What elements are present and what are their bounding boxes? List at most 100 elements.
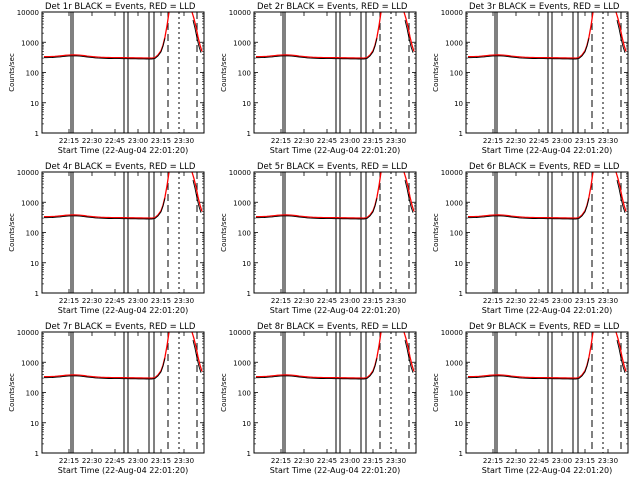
events-series-line (44, 198, 166, 220)
x-tick-label: 22:30 (82, 297, 102, 305)
chart-title: Det 6r BLACK = Events, RED = LLD (469, 162, 620, 172)
x-tick-label: 22:30 (506, 137, 526, 145)
x-tick-label: 23:30 (174, 137, 194, 145)
y-tick-label: 1 (459, 130, 463, 138)
x-tick-label: 22:30 (82, 457, 102, 465)
y-tick-label: 10 (454, 420, 463, 428)
y-tick-label: 10000 (229, 169, 251, 177)
lld-series-line (44, 332, 170, 379)
x-axis-label: Start Time (22-Aug-04 22:01:20) (482, 466, 613, 475)
x-tick-label: 22:15 (271, 457, 291, 465)
y-tick-label: 100 (238, 70, 251, 78)
y-tick-label: 1 (247, 450, 251, 458)
lld-series-line (468, 12, 594, 59)
events-series-decay (192, 19, 202, 53)
y-tick-label: 10 (242, 420, 251, 428)
events-series-decay (404, 179, 414, 213)
x-tick-label: 23:15 (363, 297, 383, 305)
y-tick-label: 100 (450, 230, 463, 238)
lld-series-decay (403, 11, 415, 52)
x-tick-label: 23:15 (575, 137, 595, 145)
x-tick-label: 23:30 (386, 137, 406, 145)
x-tick-label: 23:15 (151, 297, 171, 305)
chart-panel-3: Det 3r BLACK = Events, RED = LLD Counts/s… (432, 2, 629, 155)
lld-series-line (44, 12, 170, 59)
plot-frame (465, 331, 629, 454)
y-tick-label: 1 (247, 290, 251, 298)
y-tick-label: 10 (454, 100, 463, 108)
events-series-line (44, 38, 166, 60)
y-tick-label: 100 (450, 70, 463, 78)
events-series-decay (404, 19, 414, 53)
x-tick-label: 22:15 (271, 297, 291, 305)
y-tick-label: 1 (35, 290, 39, 298)
x-tick-label: 22:15 (59, 457, 79, 465)
x-tick-label: 22:45 (529, 297, 549, 305)
events-series-line (468, 38, 590, 60)
x-axis-label: Start Time (22-Aug-04 22:01:20) (58, 146, 189, 155)
y-tick-label: 1000 (233, 359, 251, 367)
y-tick-label: 10 (242, 260, 251, 268)
y-tick-label: 10 (30, 100, 39, 108)
x-axis-label: Start Time (22-Aug-04 22:01:20) (270, 146, 401, 155)
events-series-line (256, 358, 378, 380)
x-tick-label: 22:45 (317, 297, 337, 305)
lld-series-decay (403, 171, 415, 212)
y-tick-label: 10000 (229, 9, 251, 17)
x-tick-label: 23:30 (386, 297, 406, 305)
x-tick-label: 23:00 (340, 297, 360, 305)
x-axis-label: Start Time (22-Aug-04 22:01:20) (58, 466, 189, 475)
y-tick-label: 1 (459, 290, 463, 298)
lld-series-decay (403, 331, 415, 372)
lld-series-decay (615, 171, 627, 212)
lld-series-line (468, 332, 594, 379)
x-tick-label: 23:15 (575, 457, 595, 465)
events-series-decay (616, 339, 626, 373)
plot-frame (41, 11, 205, 134)
y-axis-label: Counts/sec (432, 213, 440, 252)
events-series-line (44, 358, 166, 380)
x-axis-label: Start Time (22-Aug-04 22:01:20) (482, 146, 613, 155)
y-axis-label: Counts/sec (220, 53, 228, 92)
y-tick-label: 10 (30, 420, 39, 428)
lld-series-line (256, 332, 382, 379)
y-tick-label: 100 (238, 390, 251, 398)
chart-title: Det 4r BLACK = Events, RED = LLD (45, 162, 196, 172)
y-axis-label: Counts/sec (8, 53, 16, 92)
lld-series-decay (191, 11, 203, 52)
x-tick-label: 22:30 (294, 137, 314, 145)
y-axis-label: Counts/sec (220, 373, 228, 412)
y-tick-label: 1000 (21, 199, 39, 207)
y-tick-label: 10000 (441, 9, 463, 17)
y-tick-label: 10000 (17, 9, 39, 17)
x-tick-label: 23:00 (552, 457, 572, 465)
y-tick-label: 1000 (445, 39, 463, 47)
y-tick-label: 1000 (233, 199, 251, 207)
x-tick-label: 22:15 (271, 137, 291, 145)
y-tick-label: 100 (238, 230, 251, 238)
y-tick-label: 10000 (441, 169, 463, 177)
lld-series-line (468, 172, 594, 219)
x-tick-label: 22:30 (294, 297, 314, 305)
events-series-decay (404, 339, 414, 373)
x-axis-label: Start Time (22-Aug-04 22:01:20) (58, 306, 189, 315)
x-tick-label: 22:45 (105, 297, 125, 305)
x-tick-label: 23:00 (340, 457, 360, 465)
chart-panel-8: Det 8r BLACK = Events, RED = LLD Counts/s… (220, 322, 417, 475)
chart-panel-1: Det 1r BLACK = Events, RED = LLD Counts/s… (8, 2, 205, 155)
x-tick-label: 22:30 (294, 457, 314, 465)
x-tick-label: 23:00 (552, 137, 572, 145)
x-tick-label: 23:15 (575, 297, 595, 305)
y-tick-label: 100 (26, 390, 39, 398)
y-tick-label: 1000 (233, 39, 251, 47)
lld-series-decay (615, 11, 627, 52)
chart-panel-9: Det 9r BLACK = Events, RED = LLD Counts/s… (432, 322, 629, 475)
y-tick-label: 1 (459, 450, 463, 458)
x-axis-label: Start Time (22-Aug-04 22:01:20) (270, 306, 401, 315)
x-tick-label: 23:15 (151, 457, 171, 465)
y-tick-label: 1000 (445, 199, 463, 207)
y-axis-label: Counts/sec (220, 213, 228, 252)
x-tick-label: 23:00 (128, 457, 148, 465)
lld-series-decay (191, 331, 203, 372)
y-tick-label: 100 (26, 230, 39, 238)
